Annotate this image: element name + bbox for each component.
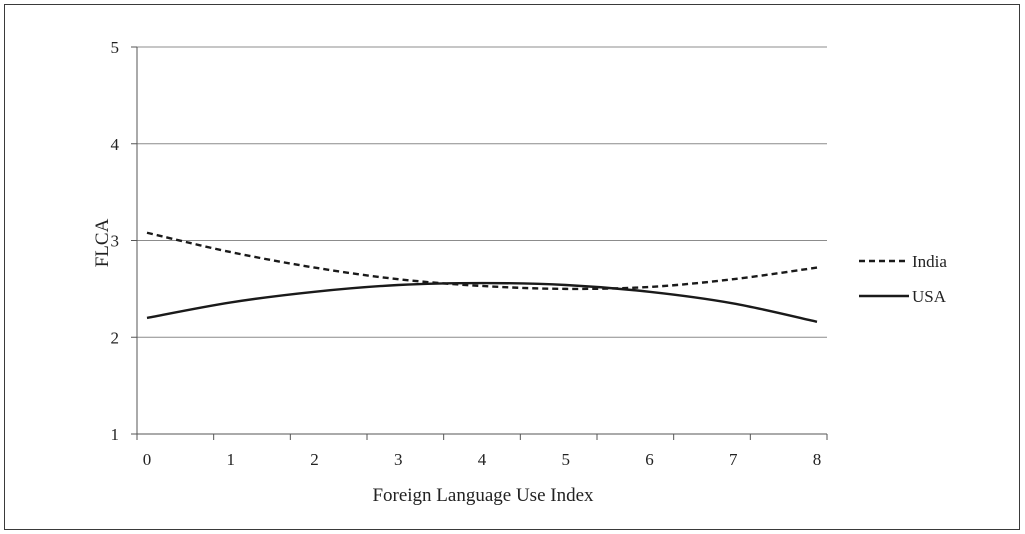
x-tick-label-6: 6 (645, 450, 654, 469)
series-lines (146, 231, 818, 323)
chart-frame (4, 4, 1020, 530)
x-tick-label-1: 1 (227, 450, 236, 469)
y-tick-label-4: 4 (111, 135, 120, 154)
axes (131, 46, 828, 440)
x-tick-labels: 0 1 2 3 4 5 6 7 8 (143, 450, 822, 469)
x-tick-label-4: 4 (478, 450, 487, 469)
y-tick-labels: 1 2 3 4 5 (111, 38, 120, 444)
series-line-india (146, 231, 818, 291)
gridlines (137, 46, 827, 338)
x-tick-label-8: 8 (813, 450, 822, 469)
y-tick-label-1: 1 (111, 425, 120, 444)
x-tick-label-0: 0 (143, 450, 152, 469)
legend-label-india: India (912, 252, 947, 271)
series-line-usa (146, 281, 818, 323)
x-axis-title: Foreign Language Use Index (372, 485, 594, 506)
y-axis-title: FLCA (92, 218, 113, 267)
legend: India USA (859, 252, 947, 306)
x-tick-label-2: 2 (310, 450, 319, 469)
x-tick-label-7: 7 (729, 450, 738, 469)
y-tick-label-5: 5 (111, 38, 120, 57)
x-tick-label-3: 3 (394, 450, 403, 469)
y-tick-label-2: 2 (111, 328, 120, 347)
x-tick-label-5: 5 (562, 450, 571, 469)
legend-label-usa: USA (912, 287, 947, 306)
y-tick-label-3: 3 (111, 232, 120, 251)
